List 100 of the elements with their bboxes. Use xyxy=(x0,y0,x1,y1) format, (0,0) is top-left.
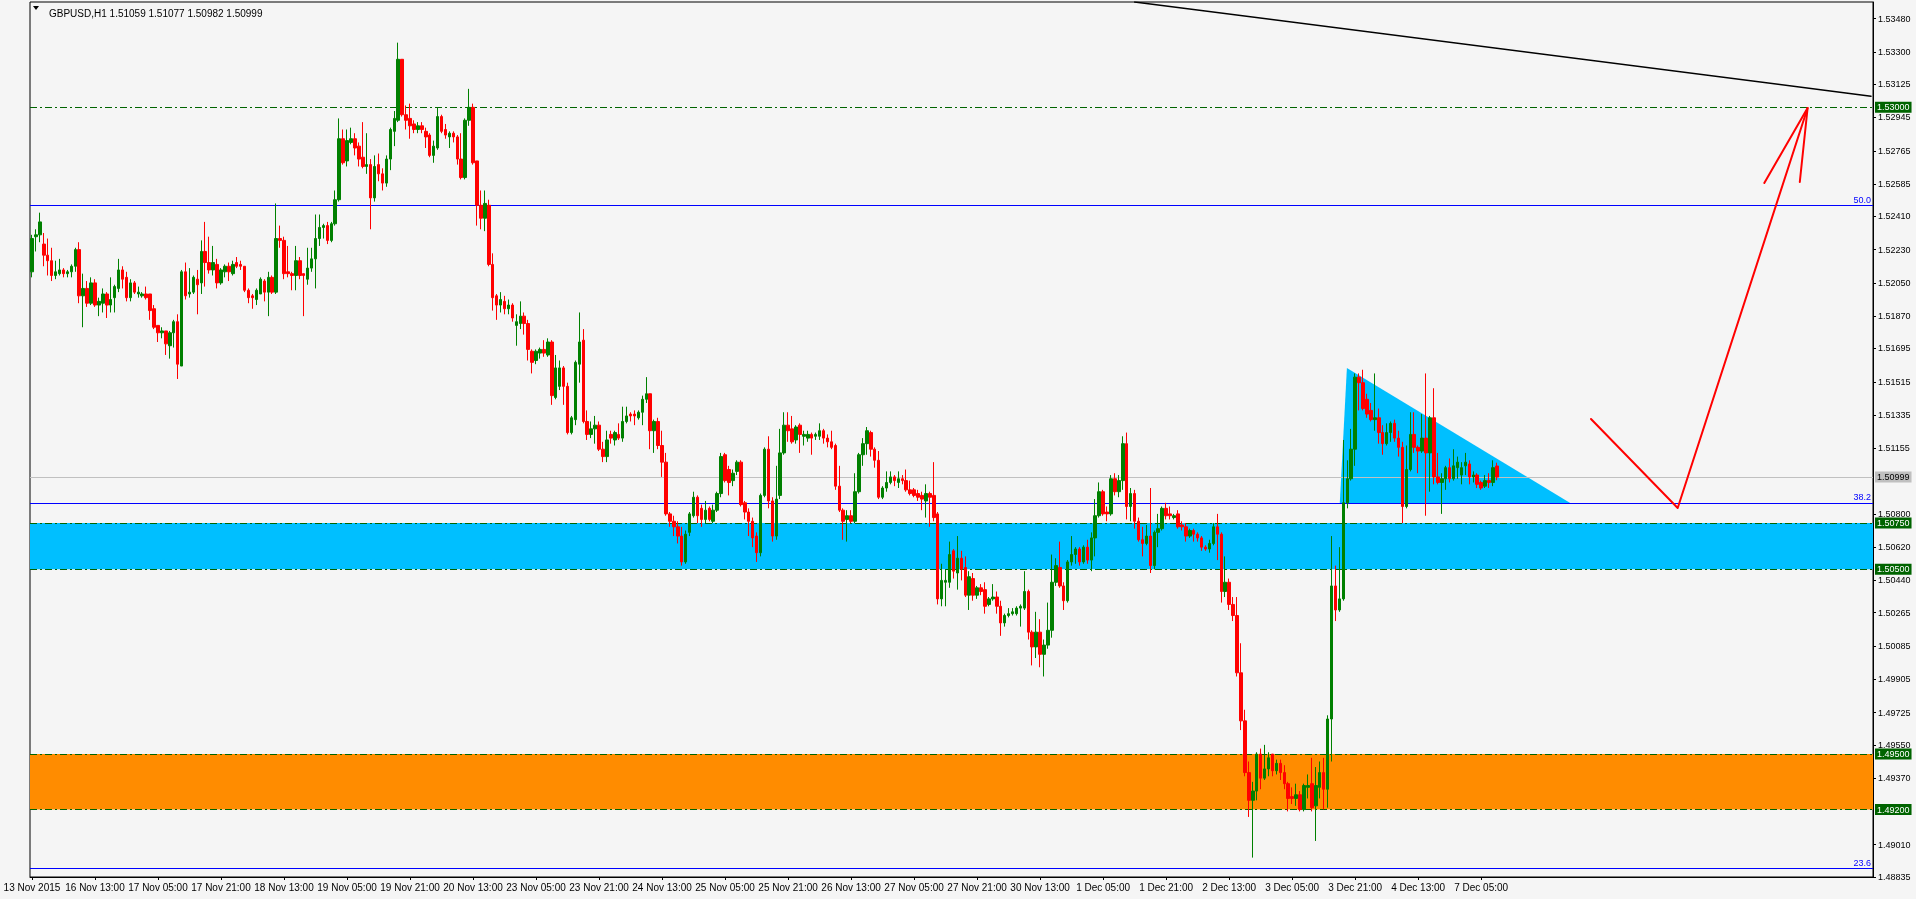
y-tick-label: 1.51155 xyxy=(1878,443,1910,454)
candlestick xyxy=(1298,790,1302,812)
candlestick xyxy=(274,202,278,295)
x-tick-label: 3 Dec 21:00 xyxy=(1328,881,1383,893)
y-tick-label: 1.50620 xyxy=(1878,542,1911,553)
candlestick xyxy=(1082,544,1085,565)
candlestick xyxy=(263,278,266,302)
candlestick xyxy=(1452,448,1455,482)
candlestick xyxy=(105,291,109,319)
candlestick xyxy=(1357,372,1361,411)
ref-line-label: 1.49500 xyxy=(1877,749,1910,760)
x-tick-label: 3 Dec 05:00 xyxy=(1265,881,1320,893)
candlestick xyxy=(924,483,928,519)
candlestick xyxy=(459,132,463,180)
candlestick xyxy=(550,339,554,406)
y-tick-label: 1.50440 xyxy=(1878,575,1911,586)
candlestick xyxy=(74,247,77,273)
x-tick-label: 2 Dec 13:00 xyxy=(1202,881,1257,893)
candlestick xyxy=(1168,505,1172,520)
candlestick xyxy=(617,422,620,441)
y-tick-label: 1.49010 xyxy=(1878,839,1911,850)
y-tick-label: 1.52585 xyxy=(1878,179,1911,190)
candlestick xyxy=(546,337,550,358)
candlestick xyxy=(1275,759,1278,775)
y-tick-label: 1.49370 xyxy=(1878,773,1911,784)
candlestick xyxy=(613,430,617,447)
x-tick-label: 17 Nov 21:00 xyxy=(191,881,252,893)
candlestick xyxy=(1078,546,1081,567)
candlestick xyxy=(200,239,203,295)
y-tick-label: 1.50800 xyxy=(1878,508,1911,519)
candlestick xyxy=(1176,509,1180,530)
candlestick xyxy=(849,509,853,524)
candlestick xyxy=(133,280,136,295)
y-tick-label: 1.50085 xyxy=(1878,641,1911,652)
candlestick xyxy=(802,430,806,447)
candlestick xyxy=(164,330,168,356)
candlestick xyxy=(967,570,971,611)
y-tick-label: 1.51335 xyxy=(1878,410,1911,421)
candlestick xyxy=(810,432,813,456)
candlestick xyxy=(1149,487,1152,574)
candlestick xyxy=(1464,452,1467,476)
candlestick xyxy=(696,494,699,524)
candlestick xyxy=(203,221,207,288)
candlestick xyxy=(897,470,900,489)
y-tick-label: 1.53480 xyxy=(1878,13,1911,24)
candlestick xyxy=(704,500,707,524)
candlestick xyxy=(1125,432,1128,520)
candlestick xyxy=(211,245,215,276)
candlestick xyxy=(1428,415,1432,493)
candlestick xyxy=(408,103,412,140)
x-tick-label: 25 Nov 21:00 xyxy=(758,881,819,893)
candlestick xyxy=(1188,528,1192,539)
candlestick xyxy=(956,535,959,591)
ref-line-label: 1.49200 xyxy=(1877,804,1910,815)
candlestick xyxy=(77,241,81,304)
ref-line-label: 1.50999 xyxy=(1877,472,1910,483)
candlestick xyxy=(983,581,987,615)
candlestick xyxy=(1086,539,1089,565)
candlestick xyxy=(1373,372,1377,432)
candlestick xyxy=(991,583,995,602)
candlestick xyxy=(1192,528,1195,543)
x-tick-label: 13 Nov 2015 xyxy=(3,881,61,893)
x-tick-label: 19 Nov 05:00 xyxy=(317,881,378,893)
candlestick xyxy=(129,278,132,302)
candlestick xyxy=(790,415,794,445)
candlestick xyxy=(341,129,345,166)
candlestick xyxy=(365,132,368,175)
candlestick xyxy=(1011,607,1014,617)
candlestick xyxy=(58,258,61,276)
candlestick xyxy=(1472,470,1475,483)
candlestick xyxy=(1487,472,1491,489)
y-tick-label: 1.51870 xyxy=(1878,311,1911,322)
candlestick xyxy=(137,286,140,299)
candlestick xyxy=(1034,611,1038,659)
y-tick-label: 1.48835 xyxy=(1878,872,1911,882)
candlestick xyxy=(235,256,238,269)
candlestick xyxy=(648,393,652,450)
annotation: 23.6 xyxy=(1853,858,1871,869)
candlestick xyxy=(1385,422,1388,447)
candlestick xyxy=(1109,474,1113,517)
candlestick xyxy=(503,295,506,315)
candlestick xyxy=(1310,757,1314,812)
candlestick xyxy=(81,273,85,328)
candlestick xyxy=(1038,618,1042,668)
candlestick xyxy=(270,275,274,295)
candlestick xyxy=(231,260,235,276)
candlestick xyxy=(93,278,97,308)
candlestick xyxy=(1483,474,1487,489)
candlestick xyxy=(920,491,924,511)
candlestick xyxy=(176,313,179,380)
candlestick xyxy=(62,267,65,278)
candlestick xyxy=(621,406,624,443)
candlestick xyxy=(1322,757,1325,811)
candlestick xyxy=(975,585,979,600)
candlestick xyxy=(1495,462,1499,481)
y-tick-label: 1.52050 xyxy=(1878,277,1911,288)
candlestick xyxy=(542,339,546,358)
y-tick-label: 1.52945 xyxy=(1878,112,1911,123)
candlestick xyxy=(1113,472,1117,496)
x-tick-label: 24 Nov 13:00 xyxy=(632,881,693,893)
